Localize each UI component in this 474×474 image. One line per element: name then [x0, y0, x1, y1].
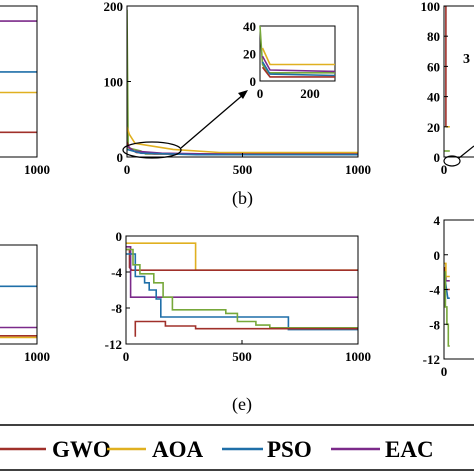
plot-area-right-top — [444, 6, 450, 152]
y-tick-label-right-top: 80 — [427, 29, 440, 44]
zoom-arrow-line — [180, 93, 245, 149]
e-series-green-4 — [126, 248, 358, 329]
e-series-aoa-0 — [126, 242, 358, 271]
x-tick-label-b: 500 — [233, 162, 253, 177]
plot-area-right-bottom — [444, 262, 450, 347]
legend-box — [0, 424, 474, 471]
x-tick-label-left-bottom: 1000 — [24, 349, 50, 364]
y-tick-label-right-bottom: -12 — [423, 352, 440, 367]
legend-label-eac: EAC — [385, 437, 434, 462]
x-tick-label-e: 500 — [232, 349, 252, 364]
panel-right-bottom: 0 4 0 -4 -8 -12 — [423, 213, 474, 379]
e-series-pso-3 — [126, 253, 358, 331]
annotation-right-top: 3 — [463, 52, 470, 67]
inset-y-tick-label: 20 — [243, 47, 256, 62]
x-tick-label-left-top: 1000 — [24, 162, 50, 177]
panel-label-b: (b) — [232, 188, 253, 209]
legend-label-pso: PSO — [267, 437, 312, 462]
y-tick-label-right-top: 100 — [421, 0, 441, 14]
y-tick-label-right-top: 40 — [427, 90, 440, 105]
y-tick-label-right-top: 0 — [434, 150, 441, 165]
e-series-gwo-1 — [126, 248, 358, 271]
x-tick-label-b: 1000 — [345, 162, 371, 177]
b-series-pso-4 — [127, 148, 358, 156]
axes-frame-left-top — [0, 5, 38, 158]
inset-b-series-gwo-4 — [261, 66, 335, 78]
inset-b-series-pso-3 — [261, 61, 336, 77]
y-tick-label-b: 0 — [117, 150, 124, 165]
legend-label-aoa: AOA — [152, 437, 204, 462]
y-tick-label-right-bottom: 0 — [434, 248, 441, 263]
y-tick-label-e: -4 — [111, 265, 122, 280]
y-tick-label-right-bottom: -4 — [429, 283, 440, 298]
inset-x-tick-label: 0 — [257, 86, 264, 101]
y-tick-label-right-bottom: -8 — [429, 317, 440, 332]
e-series-gwo-5 — [134, 320, 358, 337]
x-tick-label-right-top: 0 — [441, 162, 448, 177]
inset-b-series-eac-2 — [261, 55, 336, 73]
y-tick-label-b: 200 — [104, 0, 124, 14]
panel-b: 0 500 1000 0 100 200 (b) 0 200 0 20 40 — [104, 0, 372, 209]
legend-label-gwo: GWO — [52, 437, 111, 462]
axes-frame-left-bottom — [0, 244, 38, 345]
y-tick-label-right-bottom: 4 — [434, 213, 441, 228]
right-bottom-series-aoa-3 — [444, 262, 450, 278]
y-tick-label-right-top: 20 — [427, 120, 440, 135]
right-bottom-series-green-4 — [444, 271, 450, 347]
inset-y-tick-label: 0 — [250, 74, 257, 89]
panel-label-e: (e) — [232, 394, 252, 415]
right-top-series-gwo-0 — [444, 6, 447, 127]
plot-area-left-bottom — [0, 285, 37, 339]
x-tick-label-b: 0 — [124, 162, 131, 177]
zoom-ellipse — [122, 141, 182, 159]
x-tick-label-right-bottom: 0 — [441, 364, 448, 379]
y-tick-label-e: -8 — [111, 301, 122, 316]
y-tick-label-e: 0 — [116, 229, 123, 244]
panel-left-top: 1000 — [0, 5, 50, 177]
e-series-eac-2 — [126, 246, 358, 298]
panel-right-top: 00 20 40 60 80 100 3 — [421, 0, 474, 177]
zoom-ellipse-right — [443, 155, 461, 167]
inset-b-series-aoa-1 — [261, 47, 335, 66]
zoom-arrow-right — [458, 145, 474, 159]
b-series-aoa-1 — [127, 126, 358, 154]
plot-area-left-top — [0, 20, 37, 134]
inset-x-tick-label: 200 — [300, 86, 320, 101]
x-tick-label-e: 0 — [123, 349, 130, 364]
y-tick-label-right-top: 60 — [427, 59, 440, 74]
legend: GWO AOA PSO EAC — [0, 424, 474, 471]
axes-frame-right-top — [443, 5, 474, 158]
panel-e: 0 500 1000 0 -4 -8 -12 (e) — [105, 229, 371, 415]
panel-left-bottom: 1000 — [0, 244, 50, 364]
inset-y-tick-label: 40 — [243, 19, 256, 34]
y-tick-label-e: -12 — [105, 337, 122, 352]
inset-b: 0 200 0 20 40 — [122, 19, 336, 159]
zoom-arrow-head — [238, 90, 248, 99]
x-tick-label-e: 1000 — [345, 349, 371, 364]
y-tick-label-b: 100 — [104, 75, 124, 90]
inset-b-series-green-0 — [259, 25, 335, 74]
plot-area-e — [126, 242, 358, 337]
